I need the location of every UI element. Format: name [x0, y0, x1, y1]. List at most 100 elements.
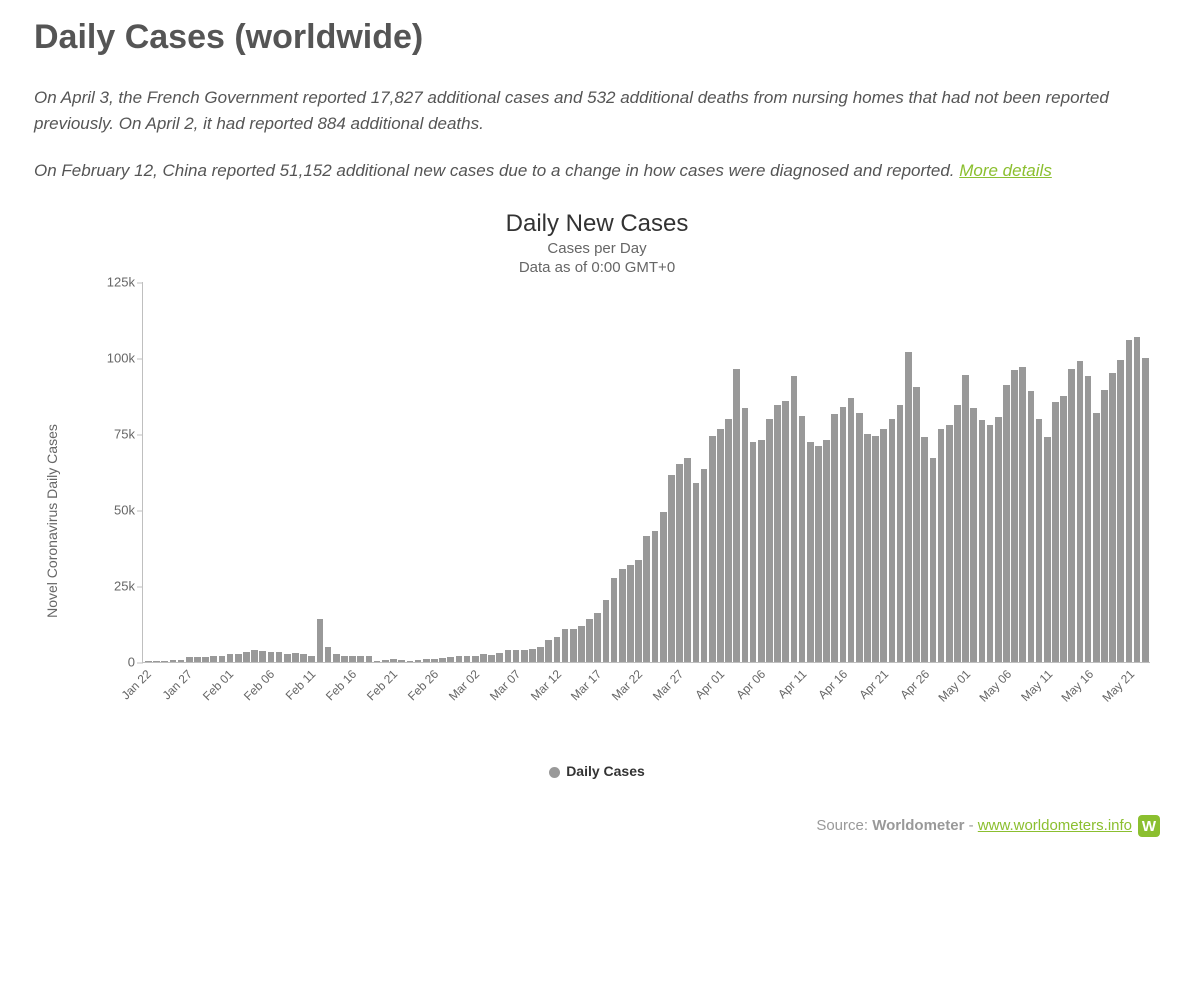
- bar[interactable]: [325, 647, 332, 663]
- bar[interactable]: [349, 656, 356, 662]
- bar[interactable]: [921, 437, 928, 662]
- bar[interactable]: [529, 649, 536, 662]
- bar[interactable]: [603, 600, 610, 662]
- bar[interactable]: [594, 613, 601, 662]
- bar[interactable]: [292, 653, 299, 662]
- bar[interactable]: [1011, 370, 1018, 662]
- bar[interactable]: [308, 656, 315, 662]
- bar[interactable]: [554, 637, 561, 662]
- bar[interactable]: [1068, 369, 1075, 662]
- bar[interactable]: [970, 408, 977, 662]
- bar[interactable]: [635, 560, 642, 662]
- bar[interactable]: [202, 657, 209, 662]
- bar[interactable]: [1077, 361, 1084, 662]
- bar[interactable]: [456, 656, 463, 662]
- bar[interactable]: [946, 425, 953, 662]
- bar[interactable]: [905, 352, 912, 662]
- bar[interactable]: [251, 650, 258, 662]
- bar[interactable]: [864, 434, 871, 662]
- bar[interactable]: [186, 657, 193, 662]
- bar[interactable]: [758, 440, 765, 662]
- bar[interactable]: [407, 661, 414, 663]
- bar[interactable]: [684, 458, 691, 662]
- more-details-link[interactable]: More details: [959, 161, 1052, 180]
- bar[interactable]: [733, 369, 740, 662]
- source-link[interactable]: www.worldometers.info: [978, 817, 1132, 834]
- bar[interactable]: [366, 656, 373, 662]
- bar[interactable]: [652, 531, 659, 662]
- bar[interactable]: [300, 654, 307, 662]
- bar[interactable]: [782, 401, 789, 662]
- bar[interactable]: [840, 407, 847, 662]
- bar[interactable]: [145, 661, 152, 662]
- bar[interactable]: [725, 419, 732, 662]
- bar[interactable]: [382, 660, 389, 662]
- bar[interactable]: [1134, 337, 1141, 662]
- bar[interactable]: [676, 464, 683, 662]
- bar[interactable]: [227, 654, 234, 662]
- bar[interactable]: [431, 659, 438, 662]
- bar[interactable]: [619, 569, 626, 662]
- bar[interactable]: [815, 446, 822, 662]
- bar[interactable]: [464, 656, 471, 662]
- bar[interactable]: [1109, 373, 1116, 662]
- bar[interactable]: [398, 660, 405, 662]
- bar[interactable]: [962, 375, 969, 662]
- bar[interactable]: [880, 429, 887, 662]
- bar[interactable]: [717, 429, 724, 662]
- bar[interactable]: [545, 640, 552, 662]
- bar[interactable]: [938, 429, 945, 662]
- bar[interactable]: [480, 654, 487, 662]
- bar[interactable]: [872, 436, 879, 662]
- bar[interactable]: [1036, 419, 1043, 662]
- bar[interactable]: [219, 656, 226, 662]
- bar[interactable]: [374, 661, 381, 663]
- bar[interactable]: [210, 656, 217, 662]
- bar[interactable]: [709, 436, 716, 662]
- bar[interactable]: [766, 419, 773, 662]
- bar[interactable]: [415, 660, 422, 662]
- bar[interactable]: [668, 475, 675, 662]
- bar[interactable]: [930, 458, 937, 662]
- bar[interactable]: [1052, 402, 1059, 662]
- bar[interactable]: [423, 659, 430, 662]
- bar[interactable]: [856, 413, 863, 662]
- bar[interactable]: [357, 656, 364, 662]
- bar[interactable]: [243, 652, 250, 662]
- bar[interactable]: [627, 565, 634, 662]
- bar[interactable]: [390, 659, 397, 662]
- bar[interactable]: [774, 405, 781, 662]
- bar[interactable]: [472, 656, 479, 662]
- bar[interactable]: [1044, 437, 1051, 662]
- bar[interactable]: [1093, 413, 1100, 662]
- bar[interactable]: [954, 405, 961, 662]
- bar[interactable]: [611, 578, 618, 662]
- bar[interactable]: [537, 647, 544, 662]
- bar[interactable]: [1117, 360, 1124, 662]
- bar[interactable]: [1003, 385, 1010, 662]
- bar[interactable]: [259, 651, 266, 662]
- bar[interactable]: [660, 512, 667, 662]
- bar[interactable]: [1060, 396, 1067, 662]
- bar[interactable]: [194, 657, 201, 662]
- bar[interactable]: [268, 652, 275, 662]
- bar[interactable]: [178, 660, 185, 662]
- bar[interactable]: [317, 619, 324, 662]
- bar[interactable]: [161, 661, 168, 663]
- bar[interactable]: [1126, 340, 1133, 662]
- bar[interactable]: [1085, 376, 1092, 662]
- bar[interactable]: [496, 653, 503, 662]
- bar[interactable]: [897, 405, 904, 662]
- bar[interactable]: [153, 661, 160, 662]
- bar[interactable]: [1019, 367, 1026, 662]
- bar[interactable]: [1142, 358, 1149, 662]
- bar[interactable]: [505, 650, 512, 662]
- bar[interactable]: [333, 654, 340, 662]
- bar[interactable]: [799, 416, 806, 662]
- bar[interactable]: [578, 626, 585, 662]
- bar[interactable]: [750, 442, 757, 662]
- bar[interactable]: [284, 654, 291, 662]
- bar[interactable]: [513, 650, 520, 662]
- bar[interactable]: [643, 536, 650, 662]
- bar[interactable]: [913, 387, 920, 662]
